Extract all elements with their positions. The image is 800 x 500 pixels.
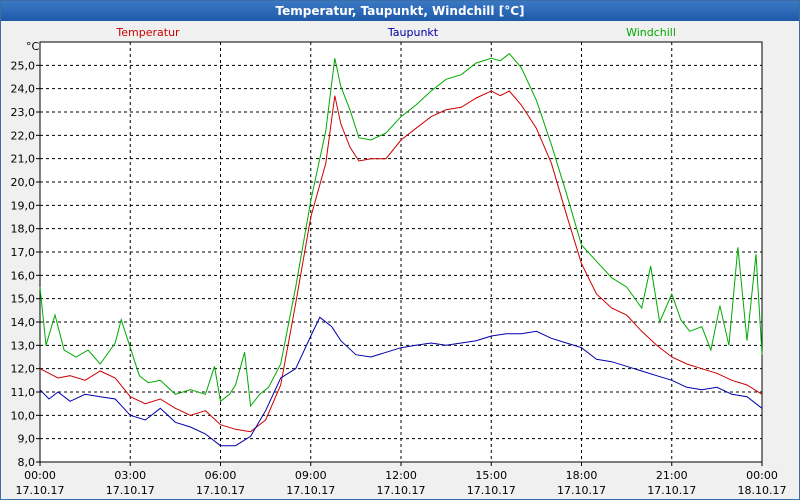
x-tick-time: 00:00 [746,469,778,482]
series-lines [39,53,763,447]
y-axis: 8,0 9,0 10,0 11,0 12,0 13,0 14,0 15,0 16,0 17,0 18… [11,59,40,469]
series-line-windchill [39,53,763,408]
x-tick-date: 17.10.17 [377,484,426,497]
x-tick-date: 17.10.17 [196,484,245,497]
x-tick-date: 17.10.17 [467,484,516,497]
series-line-temperatur [39,90,763,433]
x-tick-time: 09:00 [295,469,327,482]
x-tick-date: 17.10.17 [16,484,65,497]
x-tick-time: 21:00 [656,469,688,482]
y-tick-label: 11,0 [11,386,36,399]
x-tick-date: 17.10.17 [286,484,335,497]
y-tick-label: 19,0 [11,199,36,212]
y-tick-label: 9,0 [18,433,36,446]
legend-item-taupunkt: Taupunkt [387,26,439,39]
x-tick-date: 17.10.17 [557,484,606,497]
y-tick-label: 14,0 [11,316,36,329]
legend-item-temperatur: Temperatur [115,26,180,39]
x-tick-date: 18.10.17 [738,484,787,497]
y-tick-label: 24,0 [11,83,36,96]
y-tick-label: 10,0 [11,409,36,422]
x-tick-time: 18:00 [566,469,598,482]
y-tick-label: 23,0 [11,106,36,119]
x-axis: 00:00 17.10.17 03:00 17.10.17 06:00 17.10.17 0… [16,462,787,497]
x-tick-time: 12:00 [385,469,417,482]
x-tick-time: 15:00 [475,469,507,482]
y-tick-label: 22,0 [11,129,36,142]
y-tick-label: 25,0 [11,59,36,72]
x-tick-time: 00:00 [24,469,56,482]
y-tick-label: 15,0 [11,293,36,306]
y-tick-label: 17,0 [11,246,36,259]
y-tick-label: 16,0 [11,269,36,282]
y-tick-label: 20,0 [11,176,36,189]
legend-item-windchill: Windchill [626,26,676,39]
y-tick-label: 21,0 [11,153,36,166]
y-tick-label: 18,0 [11,223,36,236]
x-tick-time: 03:00 [114,469,146,482]
y-tick-label: 12,0 [11,363,36,376]
x-tick-time: 06:00 [205,469,237,482]
window-title: Temperatur, Taupunkt, Windchill [°C] [1,1,799,21]
x-tick-date: 17.10.17 [106,484,155,497]
series-line-taupunkt [39,316,763,447]
x-tick-date: 17.10.17 [647,484,696,497]
y-tick-label: 8,0 [18,456,36,469]
y-tick-label: 13,0 [11,339,36,352]
y-axis-label: °C [26,40,40,53]
legend: Temperatur Taupunkt Windchill [115,26,676,39]
